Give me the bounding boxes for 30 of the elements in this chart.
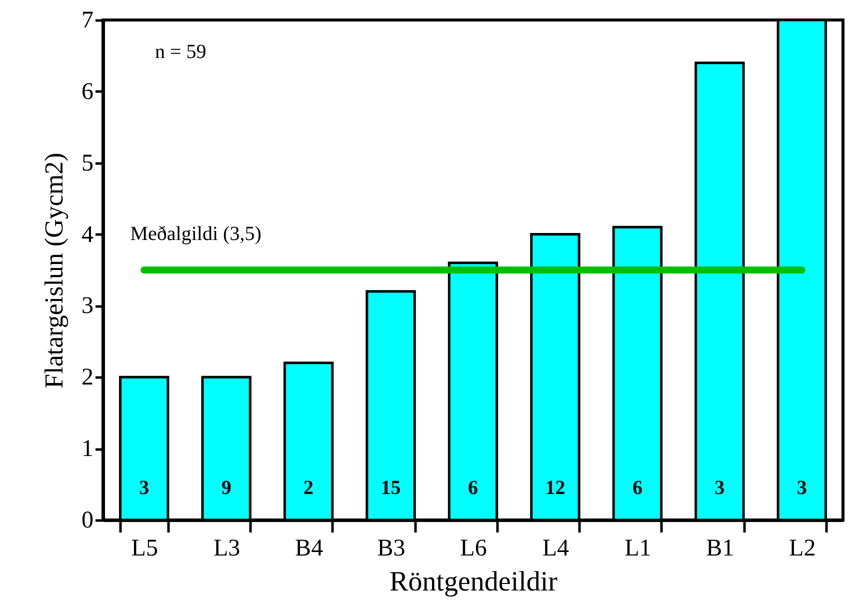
x-tick-label: L4 — [542, 536, 570, 562]
y-tick-label: 3 — [82, 293, 94, 320]
annotation: 15 — [380, 477, 401, 499]
y-tick-label: 2 — [82, 364, 94, 391]
x-axis-title: Röntgendeildir — [390, 566, 558, 598]
x-tick-label: B4 — [295, 536, 324, 562]
y-tick-label: 7 — [82, 8, 94, 34]
y-tick-label: 4 — [82, 222, 94, 248]
annotation: 9 — [221, 477, 232, 499]
annotation: 3 — [796, 477, 807, 499]
ref-line-label: Meðalgildi (3,5) — [130, 223, 262, 245]
y-tick-label: 1 — [82, 436, 94, 462]
x-tick-label: B1 — [706, 536, 734, 562]
x-tick-label: L5 — [131, 536, 158, 562]
annotation: 2 — [304, 477, 314, 499]
x-tick-label: L6 — [460, 536, 487, 562]
x-tick-label: L3 — [213, 536, 240, 562]
y-tick-label: 0 — [82, 508, 94, 534]
annotation: 3 — [139, 477, 150, 499]
y-axis-title: Flatargeislun (Gycm2) — [40, 152, 68, 388]
annotation: 12 — [545, 477, 566, 499]
annotation: n = 59 — [155, 41, 206, 63]
y-tick-label: 5 — [82, 150, 94, 176]
y-tick-label: 6 — [82, 78, 94, 105]
x-tick-label: L2 — [789, 536, 816, 562]
x-tick-label: B3 — [377, 536, 406, 562]
annotation: 6 — [468, 477, 478, 499]
annotation: 6 — [632, 477, 642, 499]
x-tick-label: L1 — [624, 536, 652, 562]
annotation: 3 — [714, 477, 725, 499]
